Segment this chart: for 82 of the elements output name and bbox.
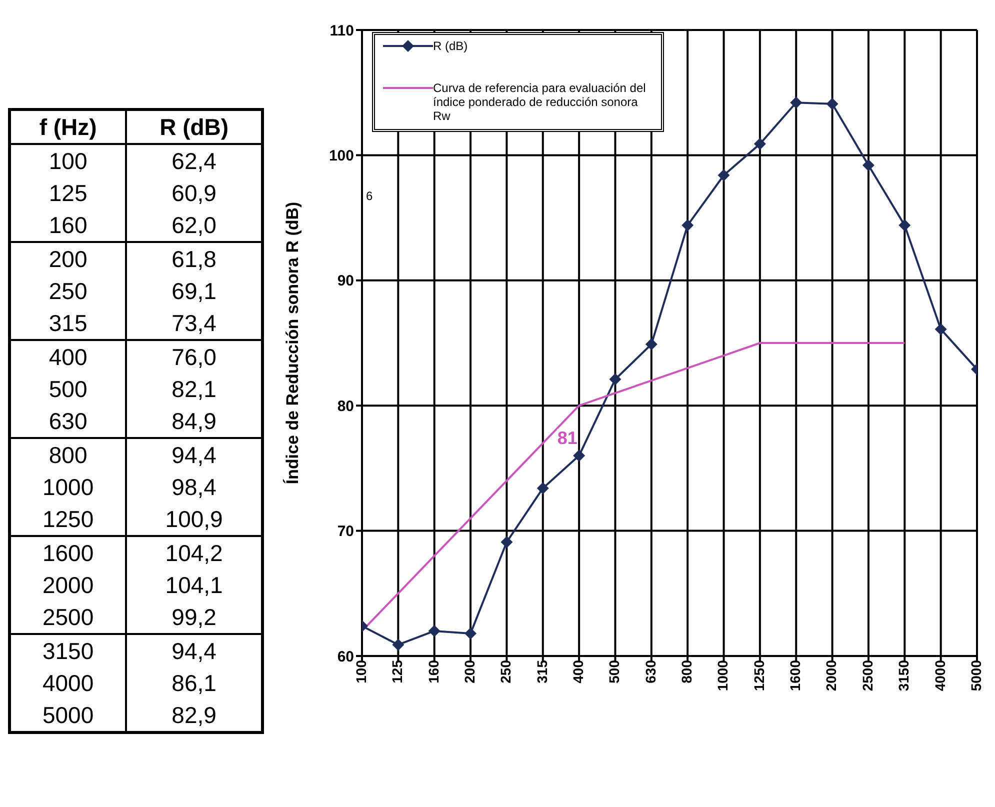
point <box>718 169 730 182</box>
x-tick-label: 315 <box>534 660 550 684</box>
point <box>790 96 802 109</box>
text: 104,2 <box>126 536 262 569</box>
text: 62,0 <box>126 209 262 242</box>
legend-label: Curva de referencia para evaluación del índice ponderado de reducción sonora Rw <box>433 81 647 123</box>
text: 2000 <box>10 569 126 601</box>
text: 100 <box>10 144 126 177</box>
text: 94,4 <box>126 438 262 471</box>
text: 160 <box>10 209 126 242</box>
text: 1600 <box>10 536 126 569</box>
text: 82,1 <box>126 373 262 405</box>
annotation: 6 <box>366 188 373 203</box>
x-tick-label: 1600 <box>787 660 804 692</box>
point <box>862 159 874 172</box>
x-tick-label: 160 <box>425 660 442 684</box>
text: 61,8 <box>126 242 262 275</box>
text: 800 <box>10 438 126 471</box>
text: 2500 <box>10 601 126 634</box>
point <box>754 138 766 150</box>
x-tick-label: 630 <box>642 660 658 684</box>
legend-label: R (dB) <box>433 39 468 53</box>
text: 99,2 <box>126 601 262 634</box>
text: 84,9 <box>126 405 262 438</box>
text: 250 <box>10 275 126 307</box>
x-tick-label: 125 <box>389 660 406 684</box>
text: 1000 <box>10 471 126 503</box>
text: 630 <box>10 405 126 438</box>
point <box>573 450 586 462</box>
point <box>682 219 694 232</box>
point <box>898 219 911 232</box>
x-tick-label: 200 <box>461 660 478 684</box>
text: 82,9 <box>126 699 262 732</box>
text: 76,0 <box>126 340 262 373</box>
text: 86,1 <box>126 667 262 699</box>
text: f (Hz) <box>10 110 126 144</box>
point <box>392 638 404 651</box>
point <box>934 323 947 336</box>
y-tick-label: 60 <box>337 648 354 666</box>
x-tick-label: 1000 <box>714 660 731 692</box>
point <box>500 536 513 548</box>
x-tick-label: 400 <box>570 660 586 684</box>
annotation: 81 <box>557 428 578 448</box>
text: 60,9 <box>126 177 262 209</box>
text: 98,4 <box>126 471 262 503</box>
x-tick-label: 2500 <box>859 660 876 692</box>
point <box>464 627 477 640</box>
y-tick-label: 80 <box>337 398 354 415</box>
point <box>826 98 838 110</box>
text: 73,4 <box>126 307 262 340</box>
point <box>428 624 440 637</box>
text: 200 <box>10 242 126 275</box>
x-tick-label: 2000 <box>823 660 840 692</box>
x-tick-label: 500 <box>606 660 622 684</box>
x-tick-label: 4000 <box>932 660 948 692</box>
text: 315 <box>10 307 126 340</box>
x-tick-label: 1250 <box>750 660 767 692</box>
text: 1250 <box>10 503 126 536</box>
y-axis-title: Índice de Reducción sonora R (dB) <box>282 202 302 484</box>
text: 94,4 <box>126 634 262 667</box>
point <box>536 482 549 494</box>
y-tick-label: 90 <box>337 272 354 290</box>
x-tick-label: 5000 <box>968 660 984 692</box>
text: 69,1 <box>126 275 262 307</box>
text: 100,9 <box>126 503 262 536</box>
x-tick-label: 800 <box>678 660 695 684</box>
x-tick-label: 3150 <box>896 660 912 692</box>
point <box>645 338 658 350</box>
text: 5000 <box>10 699 126 732</box>
y-tick-label: 100 <box>328 148 354 165</box>
y-tick-label: 110 <box>330 22 354 40</box>
point <box>609 373 622 386</box>
x-tick-label: 250 <box>498 660 514 684</box>
text: 125 <box>10 177 126 209</box>
text: 62,4 <box>126 144 262 177</box>
line-series <box>362 342 906 632</box>
y-tick-label: 70 <box>337 523 354 540</box>
x-tick-label: 100 <box>352 660 369 684</box>
text: 104,1 <box>126 569 262 601</box>
text: 400 <box>10 340 126 373</box>
text: R (dB) <box>126 110 262 144</box>
text: 500 <box>10 373 126 405</box>
